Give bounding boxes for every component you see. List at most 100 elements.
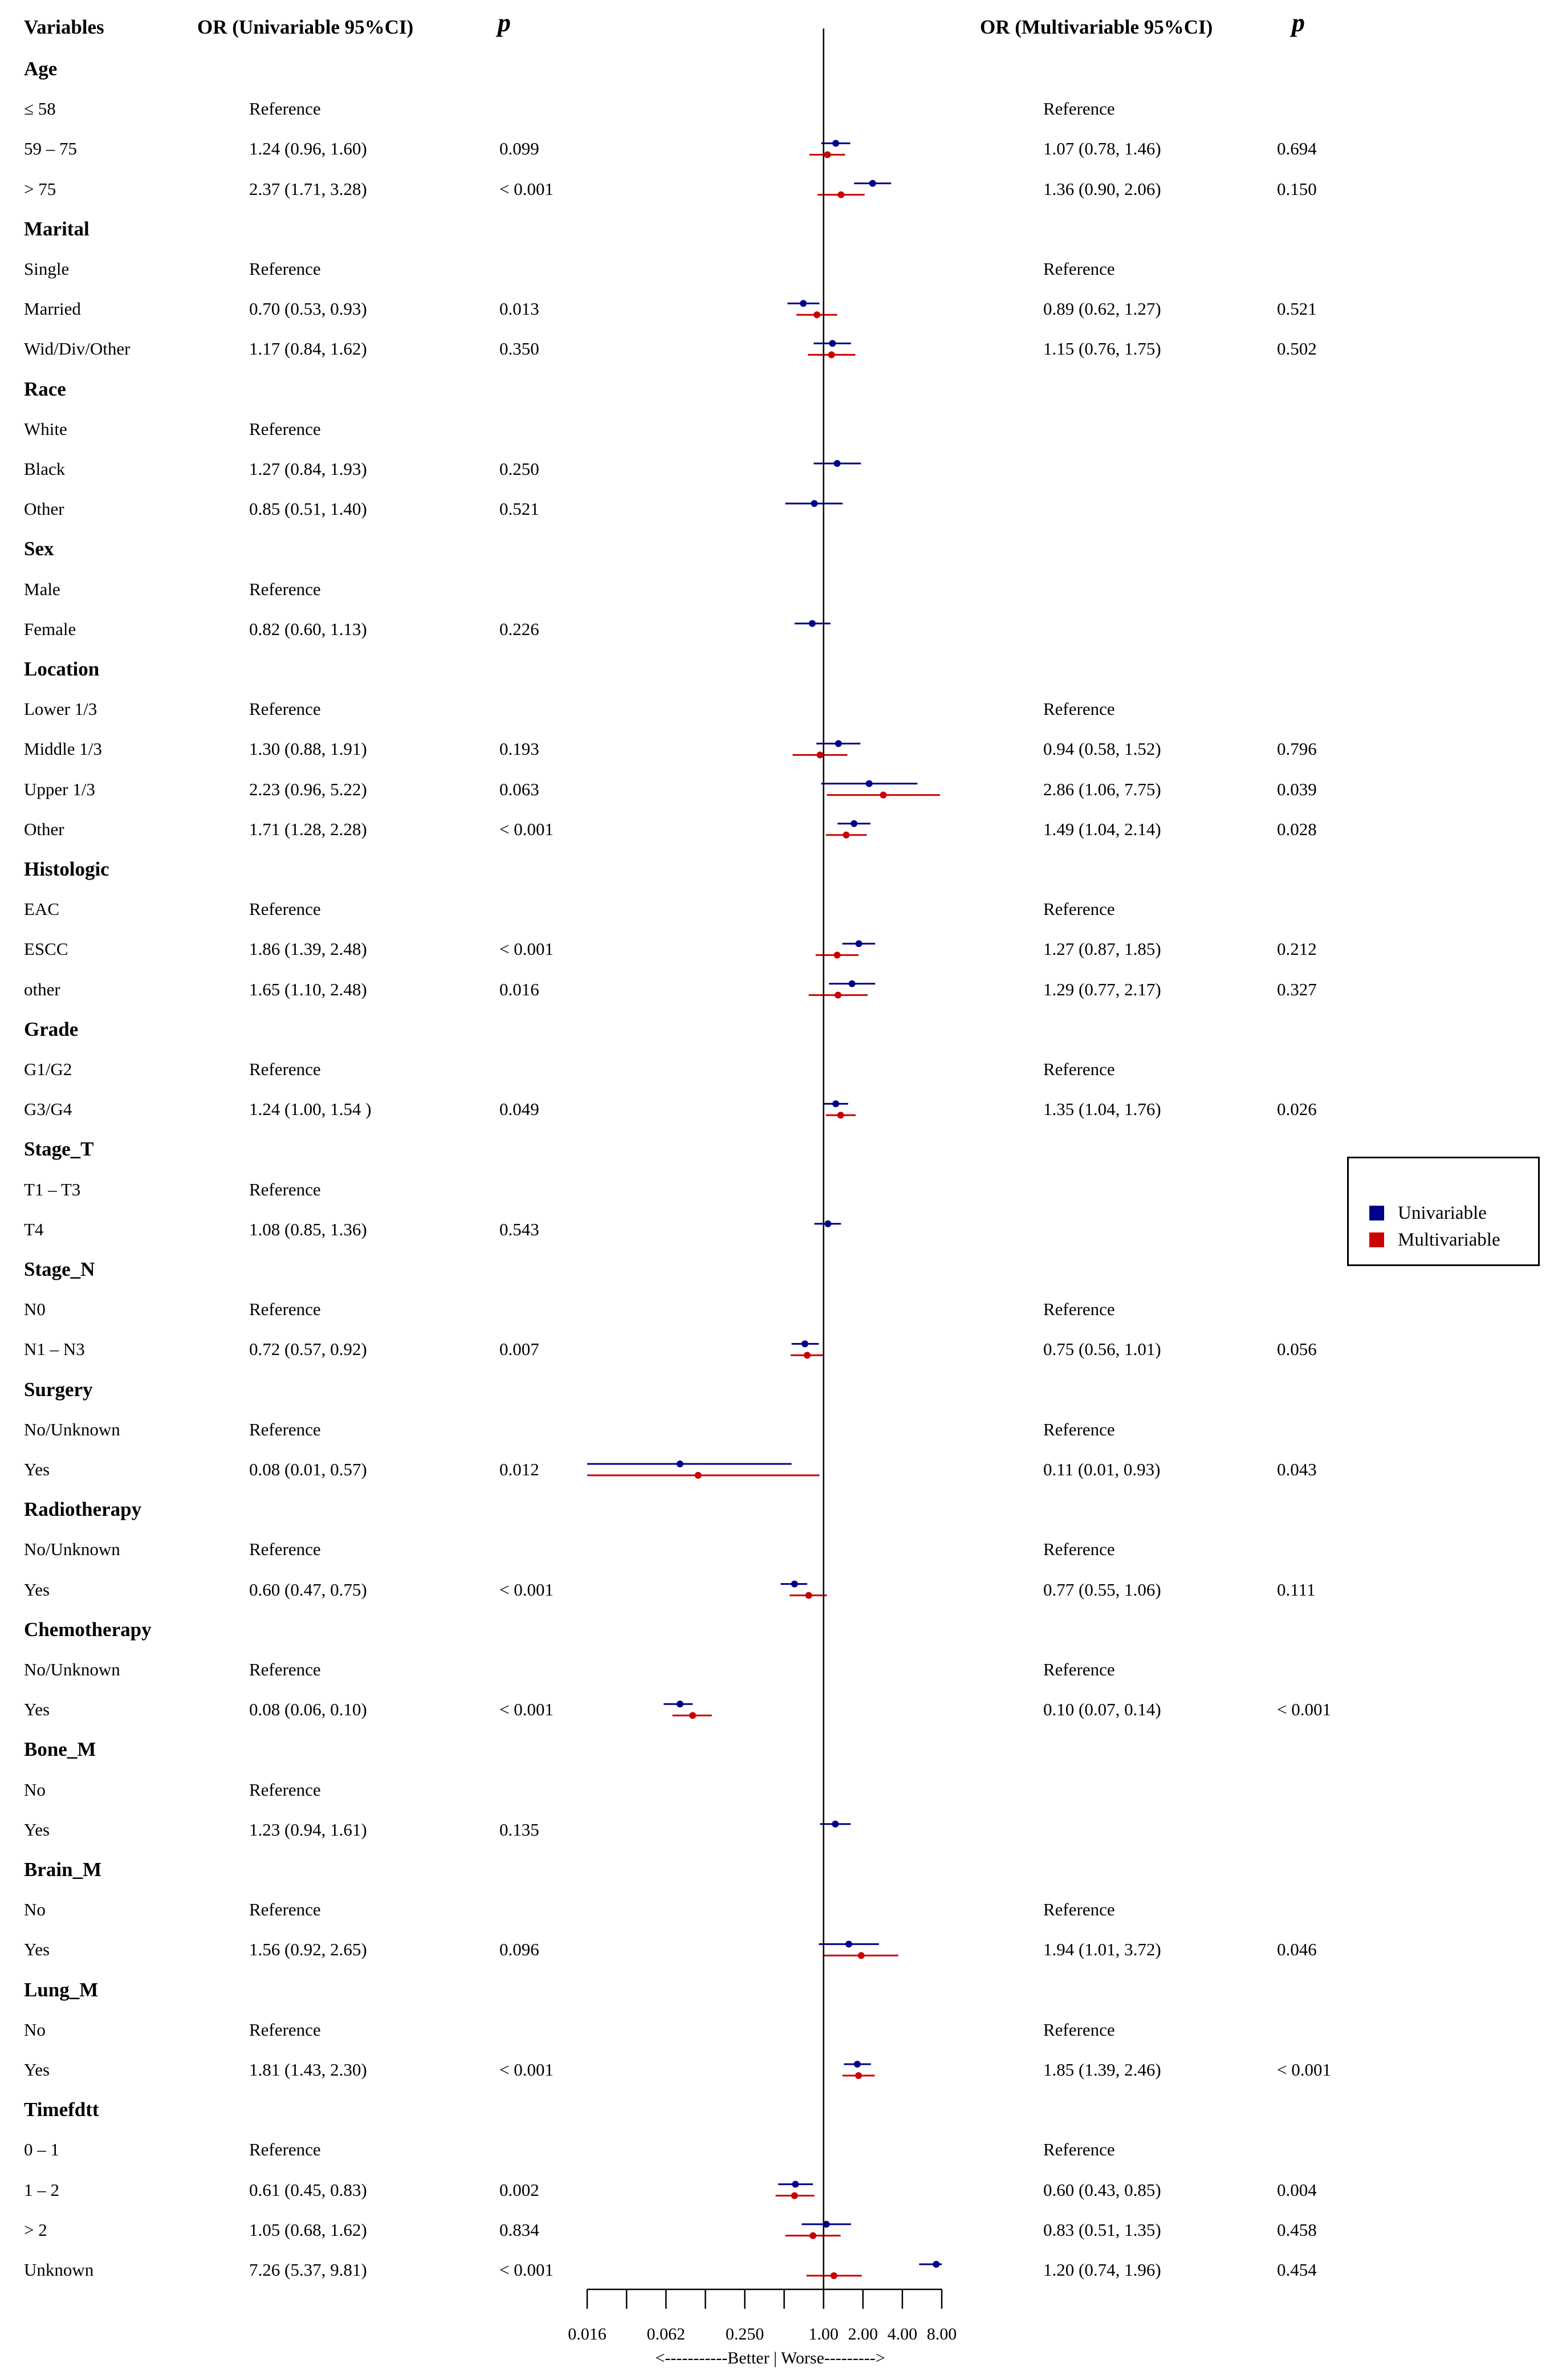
multivariable-point [830, 2272, 837, 2279]
multivariable-p-value: 0.796 [1277, 739, 1317, 759]
multivariable-or-text: Reference [1043, 259, 1115, 279]
multivariable-point [835, 991, 842, 999]
univariable-or-text: Reference [249, 2019, 321, 2040]
row-label: Black [24, 459, 66, 479]
univariable-or-text: 1.24 (1.00, 1.54 ) [249, 1099, 372, 1120]
univariable-or-text: Reference [249, 699, 321, 719]
group-heading: Race [24, 377, 66, 400]
multivariable-or-text: 1.85 (1.39, 2.46) [1043, 2060, 1161, 2080]
univariable-or-text: 1.86 (1.39, 2.48) [249, 939, 367, 959]
group-heading: Location [24, 658, 100, 680]
multivariable-or-text: 0.75 (0.56, 1.01) [1043, 1339, 1161, 1360]
row-label: Wid/Div/Other [24, 339, 131, 359]
row-label: Unknown [24, 2260, 94, 2280]
univariable-or-text: 1.17 (0.84, 1.62) [249, 339, 367, 359]
univariable-p-value: 0.002 [499, 2179, 539, 2200]
row-label: No/Unknown [24, 1419, 120, 1439]
univariable-or-text: Reference [249, 1179, 321, 1199]
univariable-or-text: 0.08 (0.01, 0.57) [249, 1459, 367, 1479]
row-label: No/Unknown [24, 1539, 120, 1560]
row-label: Yes [24, 1459, 50, 1479]
row-label: Yes [24, 1939, 50, 1960]
univariable-or-text: Reference [249, 899, 321, 920]
multivariable-or-text: 0.94 (0.58, 1.52) [1043, 739, 1161, 759]
univariable-or-text: 1.30 (0.88, 1.91) [249, 739, 367, 759]
univariable-p-value: 0.007 [499, 1339, 539, 1360]
univariable-point [829, 340, 836, 347]
multivariable-point [828, 351, 835, 359]
row-label: White [24, 418, 67, 439]
row-label: Middle 1/3 [24, 739, 102, 759]
x-tick-label: 0.062 [646, 2325, 685, 2344]
univariable-or-text: Reference [249, 1059, 321, 1079]
univariable-point [800, 300, 807, 307]
multivariable-point [816, 751, 824, 759]
univariable-or-text: Reference [249, 418, 321, 439]
univariable-point [676, 1460, 684, 1467]
multivariable-p-value: 0.026 [1277, 1099, 1317, 1120]
multivariable-point [805, 1592, 812, 1599]
univariable-or-text: 1.65 (1.10, 2.48) [249, 979, 367, 999]
univariable-p-value: 0.049 [499, 1099, 539, 1120]
univariable-or-text: 1.23 (0.94, 1.61) [249, 1819, 367, 1840]
multivariable-or-text: Reference [1043, 1419, 1115, 1439]
multivariable-point [824, 151, 831, 158]
multivariable-or-text: Reference [1043, 1899, 1115, 1920]
univariable-or-text: Reference [249, 99, 321, 119]
multivariable-or-text: 0.77 (0.55, 1.06) [1043, 1579, 1161, 1600]
univariable-point [832, 1820, 839, 1828]
group-heading: Grade [24, 1018, 79, 1040]
univariable-or-text: 2.37 (1.71, 3.28) [249, 178, 367, 199]
multivariable-or-text: 0.11 (0.01, 0.93) [1043, 1459, 1161, 1479]
univariable-or-text: Reference [249, 579, 321, 599]
univariable-or-text: 0.61 (0.45, 0.83) [249, 2179, 367, 2200]
row-label: N1 – N3 [24, 1339, 85, 1360]
group-heading: Histologic [24, 858, 109, 880]
univariable-p-value: 0.521 [499, 499, 539, 519]
group-heading: Brain_M [24, 1858, 102, 1881]
univariable-p-value: 0.012 [499, 1459, 539, 1479]
univariable-point [801, 1340, 808, 1348]
row-label: Other [24, 499, 64, 519]
univariable-or-text: Reference [249, 1299, 321, 1320]
univariable-p-value: < 0.001 [499, 819, 554, 839]
x-tick-label: 2.00 [848, 2325, 878, 2344]
univariable-or-text: Reference [249, 1539, 321, 1560]
row-label: Upper 1/3 [24, 779, 95, 799]
x-axis-label: <-----------Better | Worse---------> [655, 2349, 885, 2367]
row-label: other [24, 979, 60, 999]
multivariable-or-text: 0.60 (0.43, 0.85) [1043, 2179, 1161, 2200]
univariable-point [676, 1700, 684, 1708]
row-label: > 75 [24, 178, 56, 199]
univariable-or-text: Reference [249, 1779, 321, 1800]
univariable-or-text: 2.23 (0.96, 5.22) [249, 779, 367, 799]
multivariable-or-text: Reference [1043, 699, 1115, 719]
multivariable-or-text: Reference [1043, 2139, 1115, 2160]
univariable-or-text: Reference [249, 2139, 321, 2160]
multivariable-p-value: 0.004 [1277, 2179, 1317, 2200]
multivariable-p-value: 0.111 [1277, 1579, 1316, 1600]
univariable-p-value: 0.096 [499, 1939, 539, 1960]
multivariable-p-value: 0.039 [1277, 779, 1317, 799]
univariable-p-value: 0.543 [499, 1219, 539, 1239]
univariable-point [823, 2220, 830, 2228]
univariable-or-text: 1.24 (0.96, 1.60) [249, 139, 367, 159]
univariable-or-text: Reference [249, 259, 321, 279]
group-heading: Radiotherapy [24, 1498, 142, 1521]
group-heading: Chemotherapy [24, 1618, 152, 1641]
univariable-p-value: < 0.001 [499, 939, 554, 959]
group-heading: Marital [24, 217, 90, 240]
multivariable-or-text: Reference [1043, 1059, 1115, 1079]
univariable-or-text: 1.27 (0.84, 1.93) [249, 459, 367, 479]
multivariable-or-text: Reference [1043, 2019, 1115, 2040]
multivariable-point [791, 2192, 798, 2199]
univariable-p-value: < 0.001 [499, 1579, 554, 1600]
univariable-or-text: 0.08 (0.06, 0.10) [249, 1699, 367, 1720]
multivariable-p-value: 0.043 [1277, 1459, 1317, 1479]
univariable-p-value: 0.099 [499, 139, 539, 159]
group-heading: Timefdtt [24, 2098, 99, 2121]
multivariable-point [694, 1472, 702, 1479]
univariable-p-value: 0.063 [499, 779, 539, 799]
row-label: No/Unknown [24, 1659, 120, 1679]
